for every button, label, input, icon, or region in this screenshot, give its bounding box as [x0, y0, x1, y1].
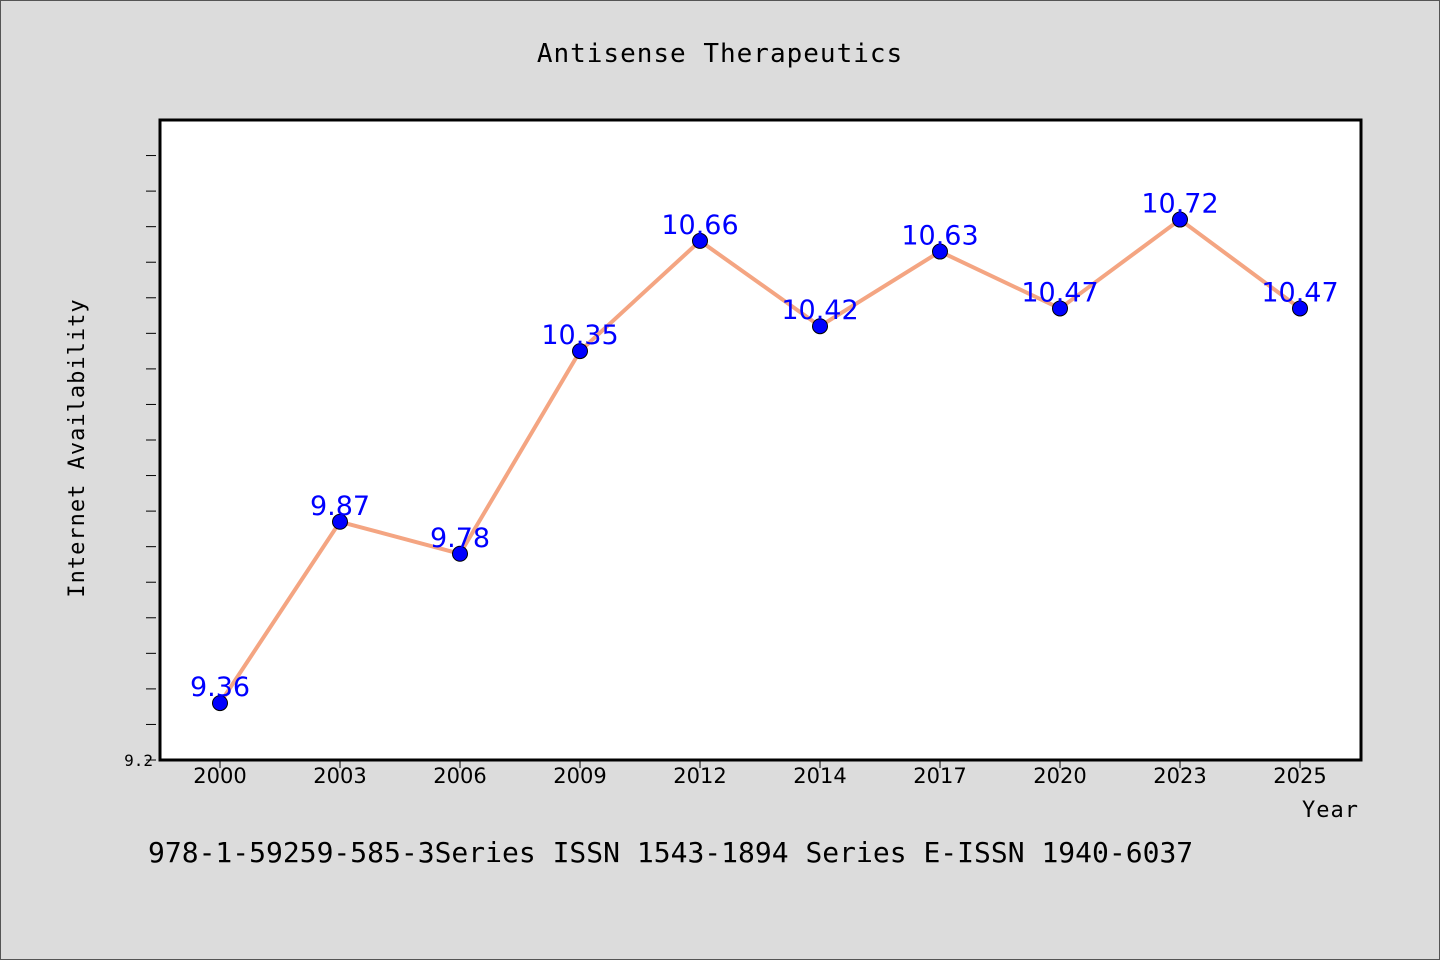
x-tick-label: 2017	[913, 764, 966, 788]
data-label: 10.72	[1141, 189, 1218, 220]
data-label: 10.47	[1021, 277, 1098, 308]
data-point	[932, 243, 948, 260]
data-label: 10.42	[781, 295, 858, 326]
data-label: 10.63	[901, 221, 978, 252]
chart-title: Antisense Therapeutics	[537, 39, 903, 69]
plot-area	[158, 118, 1363, 762]
data-label: 10.66	[661, 210, 738, 241]
data-point	[1292, 300, 1308, 317]
x-tick-label: 2025	[1273, 764, 1326, 788]
data-point	[332, 513, 348, 530]
data-label: 9.36	[190, 672, 250, 703]
x-tick-label: 2000	[193, 764, 246, 788]
x-axis-label: Year	[1302, 798, 1359, 823]
x-tick-label: 2020	[1033, 764, 1086, 788]
x-tick-label: 2014	[793, 764, 846, 788]
y-axis: 9.2	[124, 155, 156, 770]
y-axis-label: Internet Availability	[65, 298, 90, 597]
x-tick-label: 2012	[673, 764, 726, 788]
data-label: 10.47	[1261, 277, 1338, 308]
y-tick-label: 9.2	[124, 751, 153, 770]
footer-text: 978-1-59259-585-3Series ISSN 1543-1894 S…	[148, 836, 1193, 869]
x-tick-label: 2003	[313, 764, 366, 788]
data-label: 9.78	[430, 523, 490, 554]
data-point	[692, 232, 708, 249]
data-label: 9.87	[310, 491, 370, 522]
series-layer: 9.36 9.87 9.78 10.35 10.66 10.42 10.63 10.47 10.…	[190, 189, 1339, 712]
x-tick-label: 2023	[1153, 764, 1206, 788]
series-line	[218, 217, 1302, 705]
data-point	[452, 545, 468, 562]
data-point	[1052, 300, 1068, 317]
x-axis: 2000 2003 2006 2009 2012 2014 2017 2020 2023 2025	[193, 760, 1327, 788]
data-point	[812, 318, 828, 335]
x-tick-label: 2009	[553, 764, 606, 788]
data-point	[572, 343, 588, 360]
data-point	[212, 695, 228, 712]
data-label: 10.35	[541, 320, 618, 351]
x-tick-label: 2006	[433, 764, 486, 788]
data-point	[1172, 211, 1188, 228]
